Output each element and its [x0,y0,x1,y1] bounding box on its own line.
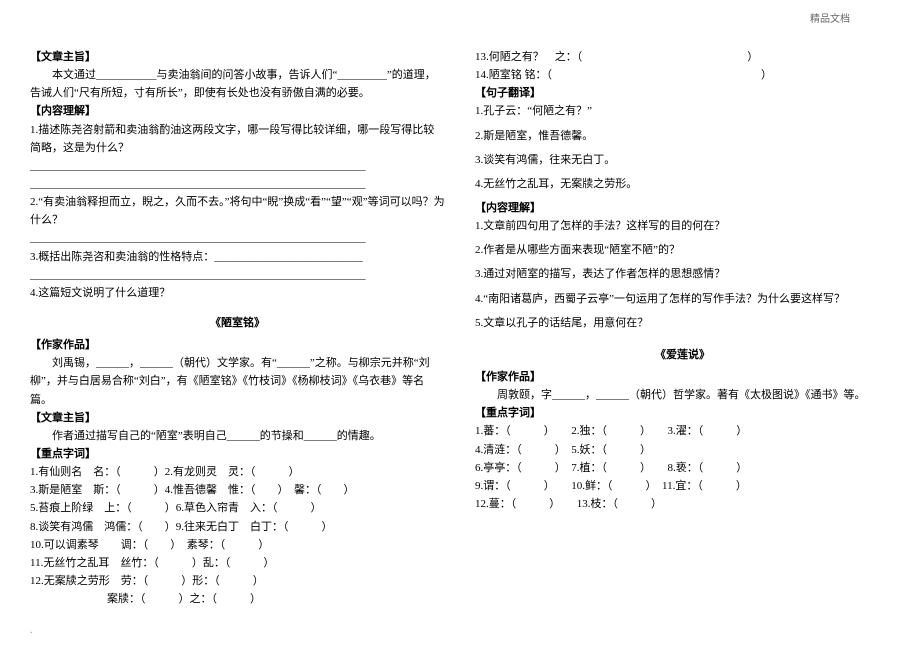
question: 3.通过对陋室的描写，表达了作者怎样的思想感情？ [475,265,890,283]
question: 2.作者是从哪些方面来表现“陋室不陋”的？ [475,241,890,259]
vocab-item: 1.蕃：（ ） 2.独：（ ） 3.濯：（ ） [475,422,890,440]
section-title: 【内容理解】 [30,102,445,120]
vocab-item: 13.何陋之有？ 之：（ ） [475,48,890,66]
section-title: 【文章主旨】 [30,48,445,66]
vocab-item: 11.无丝竹之乱耳 丝竹：（ ）乱：（ ） [30,554,445,572]
question: 5.文章以孔子的话结尾，用意何在？ [475,314,890,332]
translation-item: 3.谈笑有鸿儒，往来无白丁。 [475,151,890,169]
article-title: 《陋室铭》 [30,314,445,332]
footer-dot: . [30,625,33,636]
vocab-item: 1.有仙则名 名：（ ）2.有龙则灵 灵：（ ） [30,463,445,481]
paragraph: 本文通过___________与卖油翁间的问答小故事，告诉人们“________… [30,66,445,102]
vocab-item: 10.可以调素琴 调：（ ） 素琴：（ ） [30,536,445,554]
translation-item: 4.无丝竹之乱耳，无案牍之劳形。 [475,175,890,193]
left-column: 【文章主旨】 本文通过___________与卖油翁间的问答小故事，告诉人们“_… [30,48,445,608]
blank-line: ________________________________________… [30,157,445,175]
vocab-item: 6.亭亭：（ ） 7.植：（ ） 8.亵：（ ） [475,459,890,477]
vocab-item: 12.无案牍之劳形 劳：（ ）形：（ ） [30,572,445,590]
question: 3.概括出陈尧咨和卖油翁的性格特点：______________________… [30,248,445,266]
article-title: 《爱莲说》 [475,346,890,364]
question: 1.描述陈尧咨射箭和卖油翁酌油这两段文字，哪一段写得比较详细，哪一段写得比较简略… [30,121,445,157]
paragraph: 刘禹锡，______，______（朝代）文学家。有“______”之称。与柳宗… [30,354,445,408]
vocab-item: 12.蔓：（ ） 13.枝：（ ） [475,495,890,513]
vocab-item: 3.斯是陋室 斯：（ ）4.惟吾德馨 惟：（ ） 馨：（ ） [30,481,445,499]
question: 2.“有卖油翁释担而立，睨之，久而不去。”将句中“睨”换成“看”“望”“观”等词… [30,193,445,229]
question: 4.“南阳诸葛庐，西蜀子云亭”一句运用了怎样的写作手法？为什么要这样写？ [475,290,890,308]
watermark-text: 精品文档 [810,10,850,25]
section-title: 【作家作品】 [30,336,445,354]
vocab-item: 5.苔痕上阶绿 上：（ ）6.草色入帘青 入：（ ） [30,499,445,517]
section-title: 【作家作品】 [475,368,890,386]
section-title: 【文章主旨】 [30,409,445,427]
blank-line: ________________________________________… [30,175,445,193]
content-columns: 【文章主旨】 本文通过___________与卖油翁间的问答小故事，告诉人们“_… [30,48,890,608]
translation-item: 2.斯是陋室，惟吾德馨。 [475,127,890,145]
paragraph: 周敦颐，字______，______（朝代）哲学家。著有《太极图说》《通书》等。 [475,386,890,404]
vocab-item: 9.谓：（ ） 10.鲜：（ ） 11.宜：（ ） [475,477,890,495]
section-title: 【重点字词】 [30,445,445,463]
vocab-item: 8.谈笑有鸿儒 鸿儒：（ ）9.往来无白丁 白丁：（ ） [30,518,445,536]
section-title: 【内容理解】 [475,199,890,217]
spacer [30,302,445,310]
blank-line: ________________________________________… [30,229,445,247]
translation-item: 1.孔子云：“何陋之有？” [475,102,890,120]
blank-line: ________________________________________… [30,266,445,284]
spacer [475,332,890,342]
vocab-item: 案牍：（ ）之：（ ） [30,590,445,608]
question: 4.这篇短文说明了什么道理？ [30,284,445,302]
vocab-item: 4.清涟：（ ） 5.妖：（ ） [475,441,890,459]
question: 1.文章前四句用了怎样的手法？这样写的目的何在？ [475,217,890,235]
section-title: 【重点字词】 [475,404,890,422]
section-title: 【句子翻译】 [475,84,890,102]
vocab-item: 14.陋室铭 铭：（ ） [475,66,890,84]
right-column: 13.何陋之有？ 之：（ ） 14.陋室铭 铭：（ ） 【句子翻译】 1.孔子云… [475,48,890,608]
paragraph: 作者通过描写自己的“陋室”表明自己______的节操和______的情趣。 [30,427,445,445]
